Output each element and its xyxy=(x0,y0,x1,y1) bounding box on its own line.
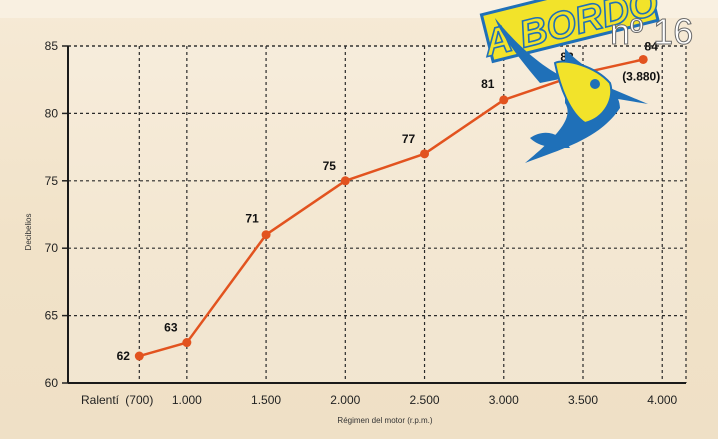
data-label: 71 xyxy=(245,212,259,226)
y-tick-label: 80 xyxy=(45,106,59,120)
data-labels: 6263717577818384(3.880) xyxy=(117,39,661,363)
x-tick-label: 1.500 xyxy=(251,393,281,407)
x-tick-label: 3.500 xyxy=(568,393,598,407)
x-tick-label: 1.000 xyxy=(172,393,202,407)
y-tick-label: 60 xyxy=(45,376,59,390)
annotation-label: (3.880) xyxy=(622,69,660,83)
y-tick-label: 85 xyxy=(45,39,59,53)
x-tick-label: (700) xyxy=(125,393,153,407)
x-tick-label: 3.000 xyxy=(489,393,519,407)
a-bordo-logo: A BORDO nº 16 xyxy=(478,0,694,163)
data-label: 75 xyxy=(323,159,337,173)
data-label: 62 xyxy=(117,349,131,363)
x-tick-label: 2.000 xyxy=(330,393,360,407)
y-tick-label: 75 xyxy=(45,174,59,188)
data-point xyxy=(182,338,192,348)
x-tick-label: 4.000 xyxy=(647,393,677,407)
data-point xyxy=(638,54,648,64)
data-label: 81 xyxy=(481,77,495,91)
data-label: 84 xyxy=(645,39,659,53)
data-point xyxy=(499,95,509,105)
y-axis-title: Decibelios xyxy=(24,214,33,251)
data-label: 77 xyxy=(402,132,416,146)
x-special-label: Ralentí xyxy=(81,393,120,407)
x-axis-title: Régimen del motor (r.p.m.) xyxy=(337,416,432,425)
axes xyxy=(62,45,686,384)
x-tick-label: 2.500 xyxy=(410,393,440,407)
data-point xyxy=(420,149,430,159)
data-label: 63 xyxy=(164,321,178,335)
data-point xyxy=(134,351,144,361)
fish-icon xyxy=(495,18,648,163)
data-point xyxy=(340,176,350,186)
data-point xyxy=(261,230,271,240)
y-tick-label: 70 xyxy=(45,241,59,255)
grid xyxy=(68,45,687,383)
y-tick-label: 65 xyxy=(45,309,59,323)
tick-labels: 60 65 70 75 80 85 (700) 1.000 1.500 2.000 2.500 3.0… xyxy=(45,39,678,407)
logo-issue: nº 16 xyxy=(610,11,693,52)
